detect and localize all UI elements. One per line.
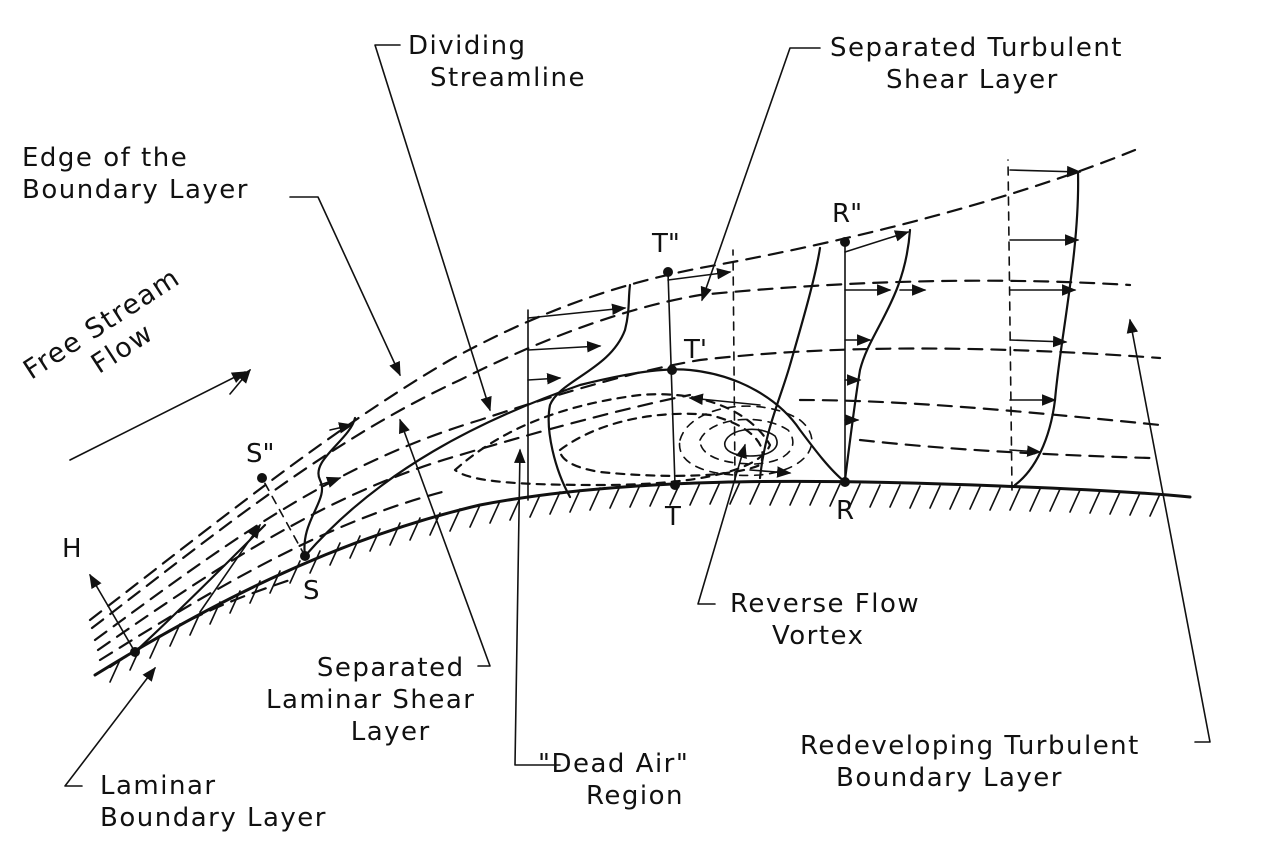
point-label-t-prime: T' xyxy=(684,335,708,365)
label-line: Dividing xyxy=(408,31,527,61)
streamlines xyxy=(90,279,1162,669)
point-label-h: H xyxy=(62,534,82,564)
label-line: Shear Layer xyxy=(886,65,1059,95)
velocity-profiles xyxy=(133,170,1080,654)
label-line: Boundary Layer xyxy=(836,763,1063,793)
label-edge-of-boundary-layer: Edge of the Boundary Layer xyxy=(22,142,249,206)
label-line: Separated Turbulent xyxy=(830,33,1123,63)
reverse-flow-arrows xyxy=(688,284,927,478)
dividing-streamline-curve xyxy=(303,368,847,558)
label-line: Laminar Shear xyxy=(266,685,476,715)
wall-surface xyxy=(93,479,1192,683)
label-line: Separated xyxy=(316,653,465,683)
point-label-r: R xyxy=(836,496,855,526)
label-line: "Dead Air" xyxy=(538,749,690,779)
boundary-layer-edge xyxy=(88,148,1137,622)
velocity-arrows xyxy=(69,165,1082,653)
label-line: Laminar xyxy=(100,771,217,801)
reverse-flow-vortex-loops xyxy=(678,405,813,477)
point-label-r-double-prime: R" xyxy=(832,199,863,229)
dead-air-loops xyxy=(453,393,772,487)
point-label-t-double-prime: T" xyxy=(652,229,680,259)
label-dead-air-region: "Dead Air" Region xyxy=(538,748,689,812)
label-redeveloping-turbulent-boundary-layer: Redeveloping Turbulent Boundary Layer xyxy=(800,730,1140,794)
label-line: Vortex xyxy=(772,621,865,651)
label-separated-turbulent-shear-layer: Separated Turbulent Shear Layer xyxy=(830,32,1123,96)
point-label-s: S xyxy=(303,576,320,606)
label-line: Streamline xyxy=(430,63,586,93)
label-reverse-flow-vortex: Reverse Flow Vortex xyxy=(730,588,920,652)
label-dividing-streamline: Dividing Streamline xyxy=(408,30,586,94)
label-line: Layer xyxy=(350,717,431,747)
label-line: Redeveloping Turbulent xyxy=(800,731,1140,761)
label-line: Edge of the xyxy=(22,143,189,173)
label-laminar-boundary-layer: Laminar Boundary Layer xyxy=(100,770,327,834)
label-line: Reverse Flow xyxy=(730,589,921,619)
leader-lines xyxy=(64,44,1211,787)
profile-station-lines xyxy=(261,159,1013,557)
point-markers xyxy=(130,237,850,657)
label-line: Boundary Layer xyxy=(100,803,327,833)
label-separated-laminar-shear-layer: Separated Laminar Shear Layer xyxy=(266,652,475,748)
point-label-t: T xyxy=(665,502,681,532)
point-label-s-double-prime: S" xyxy=(246,439,275,469)
label-line: Region xyxy=(586,781,685,811)
label-line: Boundary Layer xyxy=(22,175,249,205)
